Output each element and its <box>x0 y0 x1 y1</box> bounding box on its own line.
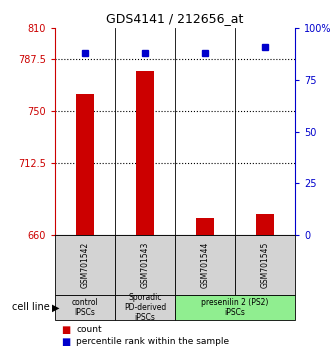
Bar <box>55 295 115 320</box>
Text: ▶: ▶ <box>52 303 59 313</box>
Text: Sporadic
PD-derived
iPSCs: Sporadic PD-derived iPSCs <box>124 293 166 322</box>
Bar <box>256 214 274 235</box>
Text: count: count <box>77 325 102 335</box>
Text: ■: ■ <box>62 325 71 335</box>
Bar <box>55 235 115 295</box>
Text: control
IPSCs: control IPSCs <box>72 298 98 317</box>
Bar <box>115 235 175 295</box>
Text: GSM701545: GSM701545 <box>260 242 270 288</box>
Title: GDS4141 / 212656_at: GDS4141 / 212656_at <box>106 12 244 25</box>
Text: GSM701543: GSM701543 <box>141 242 149 288</box>
Text: percentile rank within the sample: percentile rank within the sample <box>77 337 230 347</box>
Bar <box>136 71 154 235</box>
Bar <box>115 295 175 320</box>
Bar <box>175 295 295 320</box>
Bar <box>175 235 235 295</box>
Bar <box>235 235 295 295</box>
Text: cell line: cell line <box>12 303 50 313</box>
Bar <box>76 94 94 235</box>
Text: presenilin 2 (PS2)
iPSCs: presenilin 2 (PS2) iPSCs <box>201 298 269 317</box>
Text: GSM701544: GSM701544 <box>201 242 210 288</box>
Text: ■: ■ <box>62 337 71 347</box>
Text: GSM701542: GSM701542 <box>81 242 89 288</box>
Bar <box>196 218 214 235</box>
